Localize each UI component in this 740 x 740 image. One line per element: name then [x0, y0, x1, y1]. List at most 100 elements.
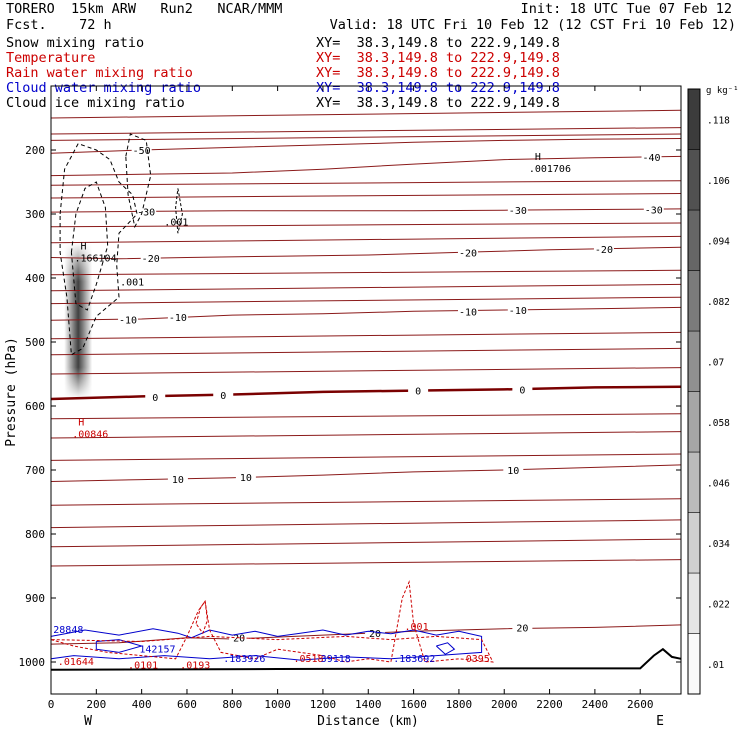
x-tick-label: 2000 — [491, 698, 518, 711]
contour-label-bg — [213, 389, 234, 401]
contour-label-bg — [136, 205, 157, 217]
snow-contour — [70, 181, 109, 311]
colorbar-label: .07 — [707, 357, 724, 368]
contour-value-label: .01644 — [58, 657, 94, 668]
field-name-temperature: Temperature — [6, 50, 96, 66]
contour-value-label: .0518 — [293, 654, 323, 665]
contour-label-bg — [131, 144, 152, 155]
colorbar-label: .034 — [707, 539, 730, 550]
contour-label-bg — [457, 246, 478, 258]
isotherm-line — [50, 180, 682, 186]
x-tick-label: 2400 — [582, 698, 609, 711]
temperature-contour-label: 0 — [415, 387, 421, 398]
temperature-contour — [50, 246, 682, 260]
temperature-contour-label: 20 — [516, 623, 528, 634]
colorbar-label: .118 — [707, 115, 730, 126]
y-tick-label: 700 — [25, 464, 45, 477]
snow-contour — [59, 142, 138, 356]
contour-value-label: 39118 — [321, 654, 351, 665]
y-tick-label: 800 — [25, 528, 45, 541]
colorbar-label: .046 — [707, 478, 730, 489]
contour-value-label: .0101 — [128, 660, 158, 671]
isotherm-line — [50, 538, 682, 548]
colorbar-label: .106 — [707, 176, 730, 187]
contour-value-label: .0193 — [180, 660, 210, 671]
isotherm-line — [50, 109, 682, 119]
y-axis-label: Pressure (hPa) — [4, 337, 19, 447]
temperature-contour — [50, 624, 682, 645]
max-value-label: .001706 — [529, 164, 571, 175]
cloud-water-contour — [50, 628, 483, 661]
x-tick-label: 2600 — [627, 698, 654, 711]
contour-label-bg — [365, 627, 386, 639]
temperature-contour-label: 0 — [220, 391, 226, 402]
isotherm-line — [50, 559, 682, 567]
contour-label-bg — [643, 203, 664, 215]
colorbar-swatch — [687, 88, 701, 150]
contour-label-bg — [507, 304, 528, 315]
x-tick-label: 1600 — [400, 698, 427, 711]
colorbar-swatch — [687, 209, 701, 271]
y-tick-label: 600 — [25, 400, 45, 413]
isotherm-line — [50, 283, 682, 292]
contour-value-label: .183692 — [393, 654, 435, 665]
x-tick-label: 400 — [132, 698, 152, 711]
isotherm-line — [50, 235, 682, 244]
isotherm-line — [50, 431, 682, 439]
contour-label-bg — [503, 464, 524, 475]
temperature-contour-label: -40 — [643, 153, 661, 164]
init-time: Init: 18 UTC Tue 07 Feb 12 — [520, 1, 732, 17]
x-tick-label: 1200 — [310, 698, 337, 711]
temperature-contour — [50, 464, 682, 482]
temperature-contour-label: 20 — [233, 634, 245, 645]
field-xy-temperature: XY= 38.3,149.8 to 222.9,149.8 — [316, 50, 560, 66]
contour-value-label: 0395 — [466, 654, 490, 665]
x-tick-label: 1400 — [355, 698, 382, 711]
max-value-label: .166104 — [74, 254, 116, 265]
colorbar-swatch — [687, 633, 701, 695]
isotherm-line — [50, 296, 682, 305]
field-xy-rain: XY= 38.3,149.8 to 222.9,149.8 — [316, 65, 560, 81]
max-marker: H — [80, 242, 86, 253]
temperature-contour-label: 10 — [240, 473, 252, 484]
y-tick-label: 200 — [25, 144, 45, 157]
terrain-line — [50, 647, 682, 671]
contour-label-bg — [408, 384, 429, 396]
temperature-contour — [50, 138, 682, 154]
rain-water-contour — [50, 580, 494, 663]
contour-label-bg — [140, 252, 161, 264]
temperature-contour-label: -30 — [137, 207, 155, 218]
colorbar-swatch — [687, 391, 701, 453]
field-xy-cloud-water: XY= 38.3,149.8 to 222.9,149.8 — [316, 80, 560, 96]
contour-value-label: .183926 — [223, 654, 265, 665]
temperature-contour-label: 10 — [172, 475, 184, 486]
colorbar-unit: g kg⁻¹ — [706, 86, 739, 96]
isotherm-line — [50, 498, 682, 506]
isotherm-line — [50, 453, 682, 461]
isotherm-line — [50, 193, 682, 199]
contour-label-bg — [229, 631, 250, 643]
forecast-hour: Fcst. 72 h — [6, 17, 112, 33]
temperature-contour — [50, 208, 682, 213]
isotherm-line — [50, 331, 682, 340]
x-end-left-label: W — [84, 714, 92, 729]
field-xy-snow: XY= 38.3,149.8 to 222.9,149.8 — [316, 35, 560, 51]
contour-label-bg — [507, 204, 528, 216]
x-tick-label: 1000 — [264, 698, 291, 711]
isotherm-line — [50, 133, 682, 141]
contour-value-label: 28848 — [53, 625, 83, 636]
x-tick-label: 0 — [48, 698, 55, 711]
isotherm-line — [50, 222, 682, 228]
isotherm-line — [50, 269, 682, 276]
temperature-contour-label: -10 — [119, 316, 137, 327]
max-marker: H — [535, 152, 541, 163]
y-tick-label: 400 — [25, 272, 45, 285]
ice-contour — [175, 188, 183, 234]
temperature-contour-label: -30 — [509, 206, 527, 217]
x-end-right-label: E — [656, 714, 664, 729]
temperature-contour — [50, 306, 682, 321]
field-name-rain: Rain water mixing ratio — [6, 65, 193, 81]
field-name-snow: Snow mixing ratio — [6, 35, 145, 51]
field-xy-cloud-ice: XY= 38.3,149.8 to 222.9,149.8 — [316, 95, 560, 111]
plot-frame — [50, 85, 682, 695]
